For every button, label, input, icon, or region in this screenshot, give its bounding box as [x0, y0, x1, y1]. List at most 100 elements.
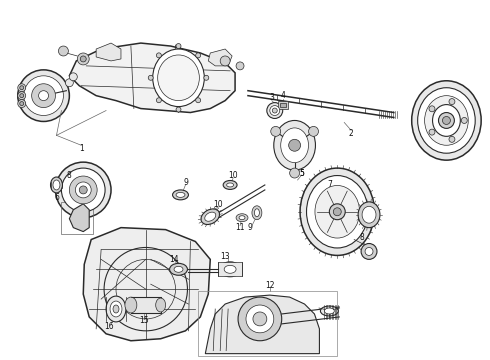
- Circle shape: [58, 46, 69, 56]
- Circle shape: [196, 98, 200, 103]
- Ellipse shape: [125, 297, 137, 313]
- Circle shape: [70, 176, 97, 204]
- Circle shape: [20, 102, 24, 105]
- Circle shape: [309, 126, 318, 136]
- Circle shape: [220, 56, 230, 66]
- Circle shape: [204, 75, 209, 80]
- Ellipse shape: [224, 265, 236, 273]
- Bar: [278, 100, 288, 109]
- Circle shape: [148, 75, 153, 80]
- Text: 2: 2: [349, 129, 354, 138]
- Circle shape: [361, 243, 377, 260]
- Text: 8: 8: [360, 233, 365, 242]
- Circle shape: [429, 106, 435, 112]
- Text: 6: 6: [54, 193, 59, 202]
- Circle shape: [236, 62, 244, 70]
- Circle shape: [290, 168, 299, 178]
- Circle shape: [32, 84, 55, 108]
- Text: 14: 14: [169, 255, 178, 264]
- Circle shape: [18, 70, 70, 121]
- Ellipse shape: [281, 128, 309, 163]
- Bar: [198, 291, 337, 356]
- Ellipse shape: [315, 185, 360, 238]
- Circle shape: [253, 312, 267, 326]
- Ellipse shape: [176, 192, 185, 197]
- Circle shape: [55, 162, 111, 218]
- Ellipse shape: [219, 262, 241, 277]
- Text: 10: 10: [228, 171, 238, 180]
- Circle shape: [176, 44, 181, 49]
- Ellipse shape: [205, 212, 216, 221]
- Text: 5: 5: [299, 168, 304, 177]
- Ellipse shape: [50, 177, 62, 193]
- Ellipse shape: [113, 305, 119, 313]
- Ellipse shape: [153, 49, 204, 107]
- Text: 16: 16: [104, 322, 114, 331]
- Circle shape: [429, 129, 435, 135]
- Ellipse shape: [412, 81, 481, 160]
- Text: 5: 5: [299, 168, 304, 177]
- Circle shape: [24, 76, 63, 116]
- Circle shape: [271, 126, 281, 136]
- Text: 4: 4: [280, 91, 285, 100]
- Circle shape: [39, 91, 49, 100]
- Polygon shape: [70, 43, 235, 113]
- Circle shape: [461, 117, 467, 123]
- Text: 8: 8: [67, 171, 72, 180]
- Circle shape: [365, 247, 373, 255]
- Ellipse shape: [358, 202, 380, 228]
- Text: 10: 10: [214, 200, 223, 209]
- Ellipse shape: [433, 105, 460, 136]
- Polygon shape: [208, 49, 232, 66]
- Circle shape: [272, 108, 277, 113]
- Text: 9: 9: [247, 223, 252, 232]
- Circle shape: [156, 53, 161, 58]
- Ellipse shape: [53, 180, 60, 190]
- Circle shape: [77, 53, 89, 65]
- Text: 15: 15: [139, 316, 148, 325]
- Circle shape: [18, 100, 25, 108]
- Ellipse shape: [236, 214, 248, 222]
- Circle shape: [238, 297, 282, 341]
- Ellipse shape: [158, 55, 199, 100]
- Ellipse shape: [320, 306, 338, 316]
- Ellipse shape: [172, 190, 189, 200]
- Ellipse shape: [425, 96, 468, 145]
- Text: 9: 9: [183, 179, 188, 188]
- Ellipse shape: [300, 168, 374, 255]
- Text: 7: 7: [327, 180, 332, 189]
- Bar: [131, 297, 161, 313]
- Polygon shape: [70, 204, 89, 231]
- Ellipse shape: [252, 206, 262, 220]
- Circle shape: [289, 139, 300, 151]
- Polygon shape: [96, 43, 121, 61]
- Circle shape: [196, 53, 200, 58]
- Circle shape: [267, 103, 283, 118]
- Circle shape: [449, 99, 455, 104]
- Circle shape: [18, 92, 25, 100]
- Circle shape: [75, 182, 91, 198]
- Circle shape: [18, 84, 25, 92]
- Circle shape: [20, 94, 24, 98]
- Ellipse shape: [174, 266, 183, 272]
- Ellipse shape: [307, 176, 368, 248]
- Ellipse shape: [170, 264, 188, 275]
- Polygon shape: [83, 228, 210, 341]
- Bar: [61, 202, 93, 234]
- Ellipse shape: [156, 298, 166, 312]
- Ellipse shape: [110, 301, 122, 317]
- Text: 3: 3: [270, 93, 274, 102]
- Circle shape: [176, 107, 181, 112]
- Ellipse shape: [201, 209, 220, 225]
- Ellipse shape: [239, 216, 245, 220]
- Circle shape: [439, 113, 454, 129]
- Circle shape: [333, 208, 341, 216]
- Text: 11: 11: [235, 223, 245, 232]
- Circle shape: [270, 105, 280, 116]
- Circle shape: [246, 305, 274, 333]
- Ellipse shape: [417, 88, 475, 153]
- Bar: [280, 103, 286, 107]
- Ellipse shape: [324, 308, 334, 314]
- Circle shape: [20, 86, 24, 90]
- Ellipse shape: [106, 296, 126, 322]
